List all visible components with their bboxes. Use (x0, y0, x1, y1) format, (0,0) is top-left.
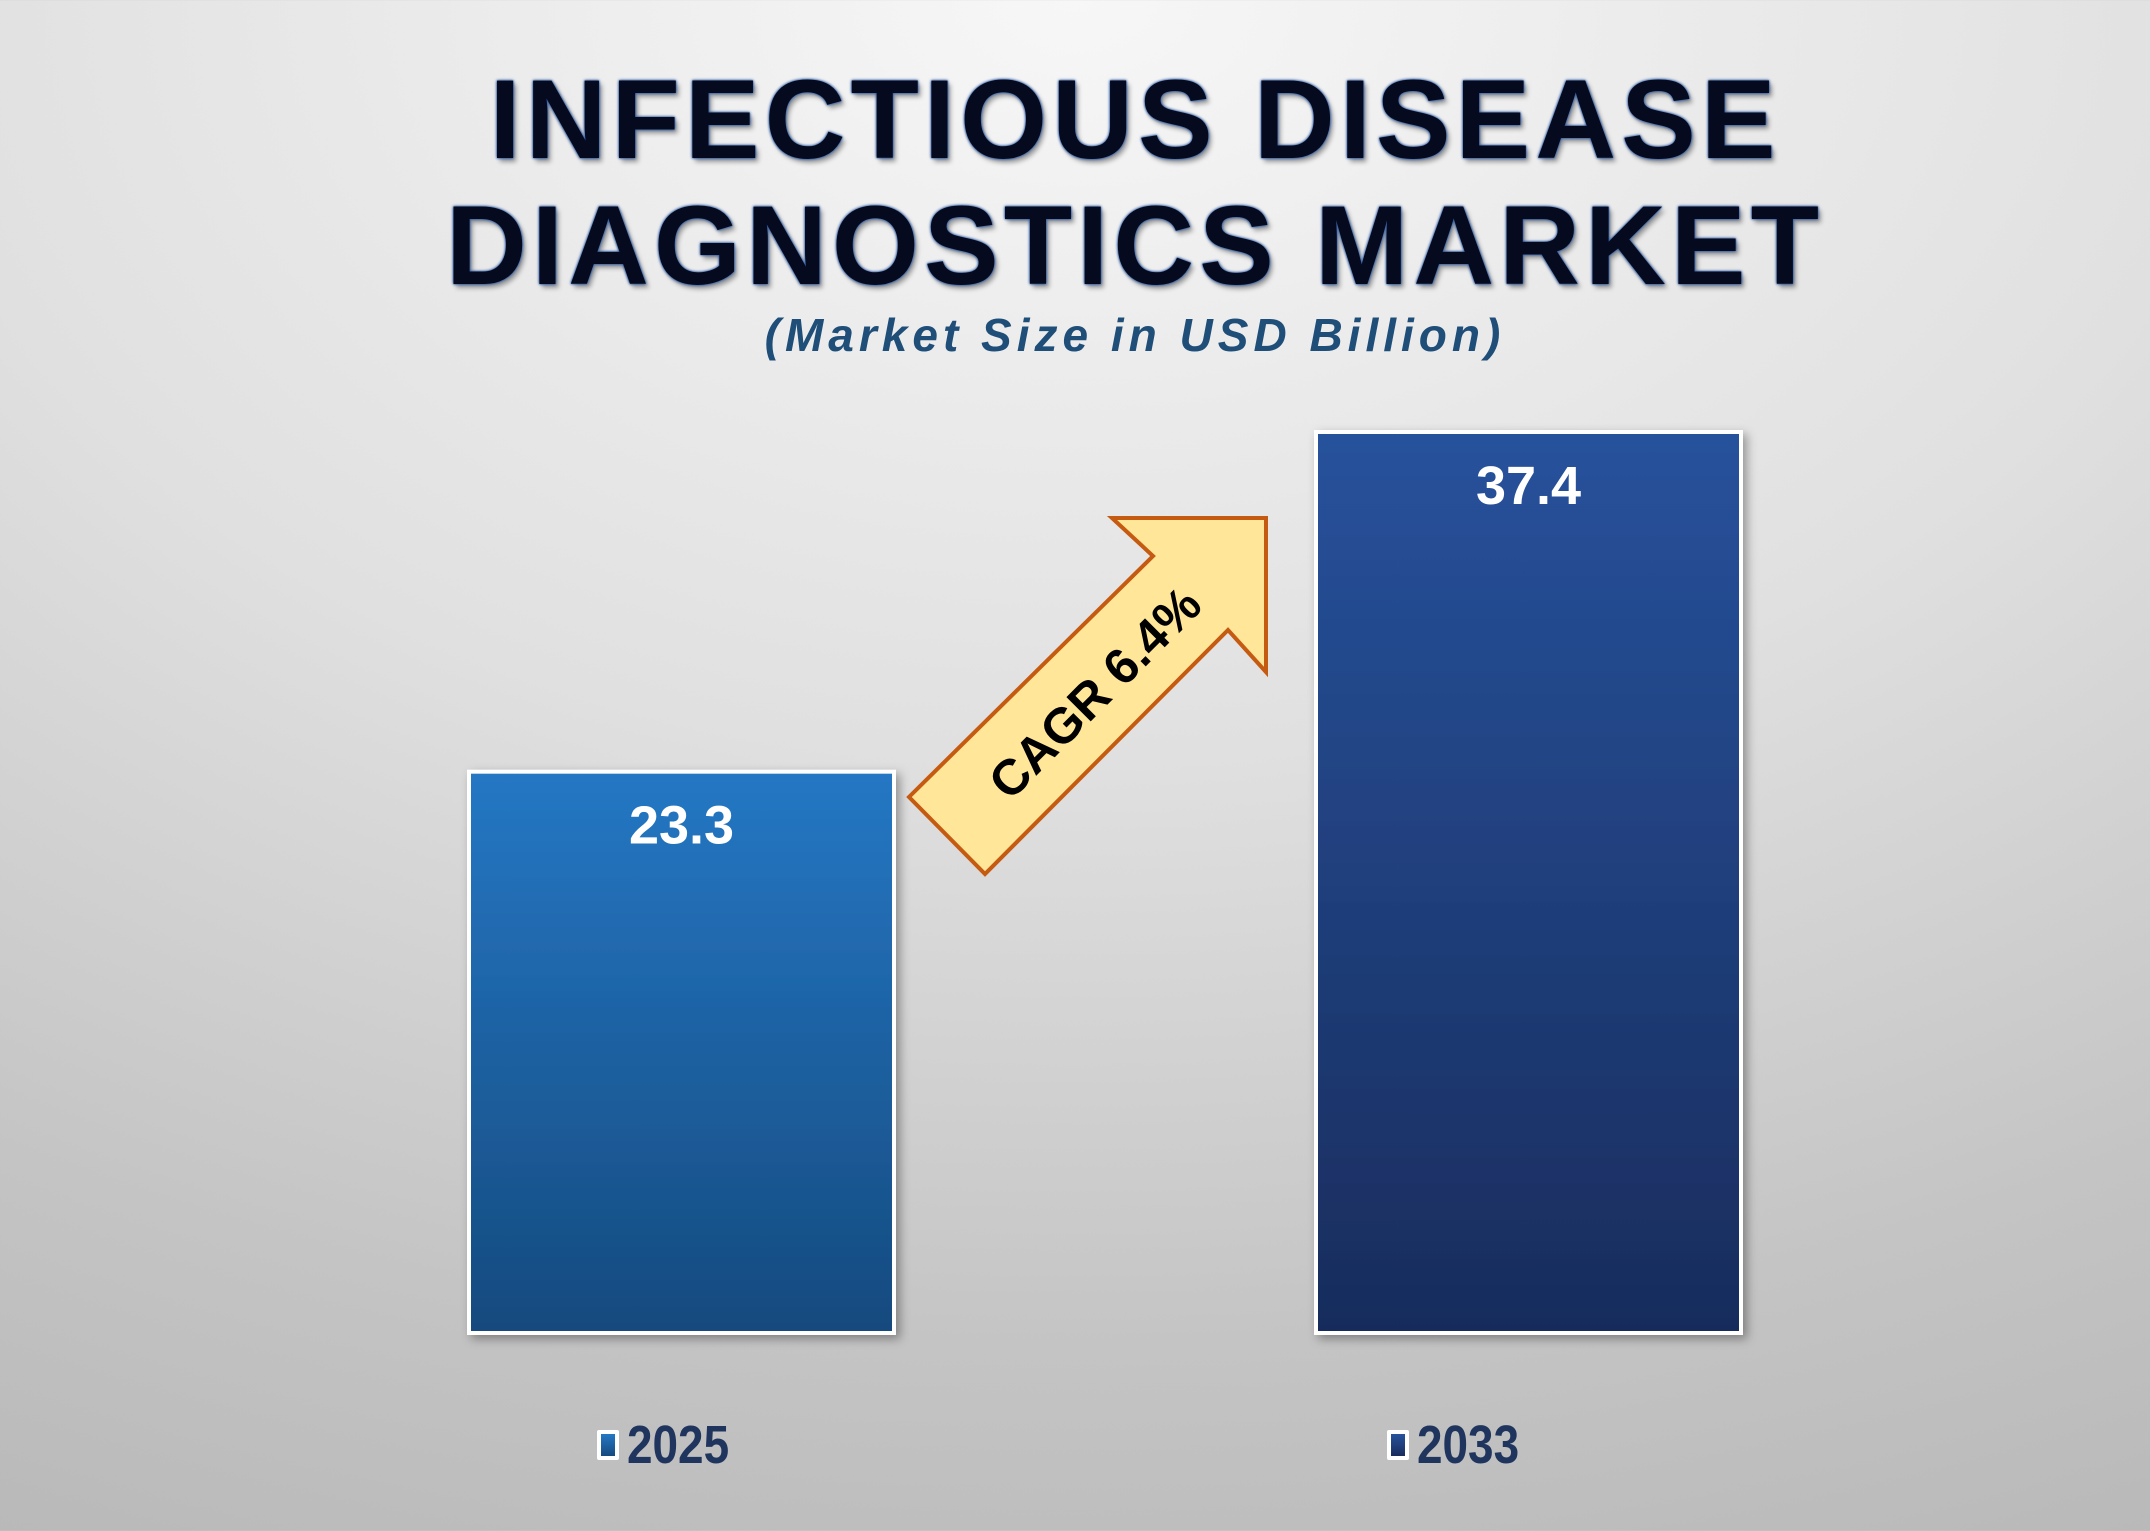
legend-item-2025: 2025 (597, 1418, 747, 1472)
chart-title-line-2: DIAGNOSTICS MARKET (446, 183, 1824, 308)
cagr-arrow: CAGR 6.4% (906, 516, 1268, 877)
legend-label-2025: 2025 (627, 1415, 730, 1475)
legend-item-2033: 2033 (1387, 1418, 1537, 1472)
chart-subtitle: (Market Size in USD Billion) (764, 309, 1506, 361)
bar-2025 (467, 769, 896, 1335)
legend-label-2033: 2033 (1417, 1415, 1520, 1475)
legend-swatch-2025 (597, 1430, 619, 1460)
data-label-2025: 23.3 (629, 796, 734, 856)
data-label-2033: 37.4 (1476, 456, 1581, 516)
legend-swatch-2033 (1387, 1430, 1409, 1460)
chart-title-line-1: INFECTIOUS DISEASE (489, 57, 1781, 182)
cagr-arrow-shape (906, 516, 1268, 877)
bar-2033 (1314, 430, 1743, 1335)
